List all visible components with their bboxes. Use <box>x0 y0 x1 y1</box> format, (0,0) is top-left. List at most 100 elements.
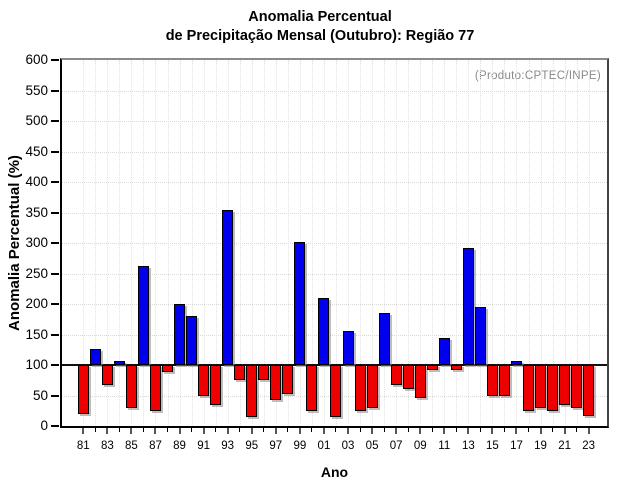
x-axis-tick-label: 91 <box>197 440 211 452</box>
y-axis-tick <box>51 150 59 153</box>
y-axis-tick-label: 550 <box>25 82 48 98</box>
chart-title: Anomalia Percentual de Precipitação Mens… <box>0 8 640 46</box>
x-axis-tick <box>106 428 109 434</box>
x-axis-tick-label: 93 <box>221 440 235 452</box>
bar-92 <box>210 365 222 406</box>
grid-line-horizontal <box>62 212 607 214</box>
chart-title-line2: de Precipitação Mensal (Outubro): Região… <box>165 28 475 44</box>
y-axis-tick-label: 150 <box>25 326 48 342</box>
x-axis-tick <box>191 428 193 432</box>
x-axis-tick-label: 11 <box>438 440 451 452</box>
bar-06 <box>378 313 390 365</box>
bar-11 <box>438 337 450 365</box>
x-axis-tick-label: 85 <box>125 440 138 452</box>
y-axis-tick-label: 450 <box>25 143 48 159</box>
grid-line-vertical <box>468 60 470 426</box>
y-axis-tick <box>51 120 59 122</box>
grid-line-horizontal <box>62 273 607 275</box>
x-axis-tick-label: 83 <box>100 440 114 452</box>
x-axis-tick <box>154 428 157 434</box>
x-axis-tick-label: 15 <box>486 440 499 452</box>
x-axis-tick <box>455 428 457 432</box>
grid-line-vertical <box>552 60 554 426</box>
x-axis-tick-label: 81 <box>76 440 90 452</box>
bar-89 <box>174 304 186 365</box>
x-axis-tick-label: 89 <box>173 440 186 452</box>
x-axis-tick <box>130 428 133 434</box>
y-axis-tick <box>51 211 59 214</box>
bar-19 <box>535 365 547 408</box>
grid-line-vertical <box>432 60 434 426</box>
bar-12 <box>450 365 462 371</box>
grid-line-horizontal <box>62 151 607 153</box>
bar-09 <box>414 365 426 398</box>
y-axis-tick-label: 600 <box>25 52 48 67</box>
x-axis-tick <box>94 428 96 432</box>
x-axis-tick-label: 95 <box>245 440 259 452</box>
x-axis-tick <box>467 428 470 434</box>
bar-17 <box>510 360 522 365</box>
y-axis-tick <box>51 394 59 397</box>
x-axis-tick-label: 97 <box>269 440 283 452</box>
grid-line-vertical <box>408 60 410 426</box>
bar-83 <box>101 365 113 386</box>
grid-line-vertical <box>155 60 157 426</box>
x-axis-tick <box>215 428 217 432</box>
y-axis-tick-label: 50 <box>32 387 48 403</box>
bar-23 <box>583 365 595 416</box>
plot-area <box>62 60 607 426</box>
grid-line-horizontal <box>62 182 607 183</box>
grid-line-vertical <box>456 60 458 426</box>
bar-82 <box>89 348 101 365</box>
grid-line-vertical <box>348 60 350 426</box>
x-axis-tick-label: 99 <box>293 440 307 452</box>
grid-line-vertical <box>528 60 530 426</box>
x-axis-tick <box>587 428 590 434</box>
x-axis-tick <box>383 428 385 432</box>
x-axis-tick-label: 01 <box>317 440 331 452</box>
bar-21 <box>559 365 571 405</box>
x-axis-tick <box>479 428 481 432</box>
grid-line-vertical <box>239 60 241 426</box>
grid-line-vertical <box>107 60 109 426</box>
grid-line-vertical <box>251 60 253 426</box>
bar-87 <box>149 365 161 411</box>
bar-00 <box>306 365 318 411</box>
chart-title-line1: Anomalia Percentual <box>248 9 392 25</box>
x-axis-tick <box>274 428 277 434</box>
y-axis-tick-label: 300 <box>25 235 48 250</box>
bar-95 <box>246 365 258 417</box>
grid-line-horizontal <box>62 334 607 336</box>
product-annotation: (Produto:CPTEC/INPE) <box>474 70 601 82</box>
bar-86 <box>137 266 149 365</box>
grid-line-vertical <box>360 60 362 426</box>
bar-81 <box>77 365 89 414</box>
x-axis-tick <box>322 428 325 434</box>
plot-frame: (Produto:CPTEC/INPE) <box>60 58 609 428</box>
grid-line-vertical <box>564 60 566 426</box>
grid-line-vertical <box>311 60 313 426</box>
bar-03 <box>342 331 354 365</box>
x-axis-tick-label: 09 <box>413 440 427 452</box>
bar-85 <box>125 365 137 408</box>
x-axis-tick <box>359 428 361 432</box>
grid-line-vertical <box>83 60 85 426</box>
grid-line-vertical <box>444 60 446 426</box>
x-axis-tick <box>407 428 409 432</box>
bar-22 <box>571 365 583 409</box>
x-axis-tick <box>82 428 85 434</box>
grid-line-vertical <box>263 60 265 426</box>
y-axis-tick-label: 400 <box>25 174 48 189</box>
y-axis-tick <box>51 303 59 305</box>
grid-line-vertical <box>576 60 578 426</box>
grid-line-vertical <box>191 60 193 426</box>
y-axis-tick-label: 0 <box>40 418 48 433</box>
y-axis-tick <box>51 333 59 336</box>
grid-line-horizontal <box>62 304 607 305</box>
x-axis-tick <box>250 428 253 434</box>
x-axis-tick <box>347 428 350 434</box>
grid-line-vertical <box>396 60 398 426</box>
bar-93 <box>222 210 234 365</box>
y-axis-tick <box>51 364 59 366</box>
